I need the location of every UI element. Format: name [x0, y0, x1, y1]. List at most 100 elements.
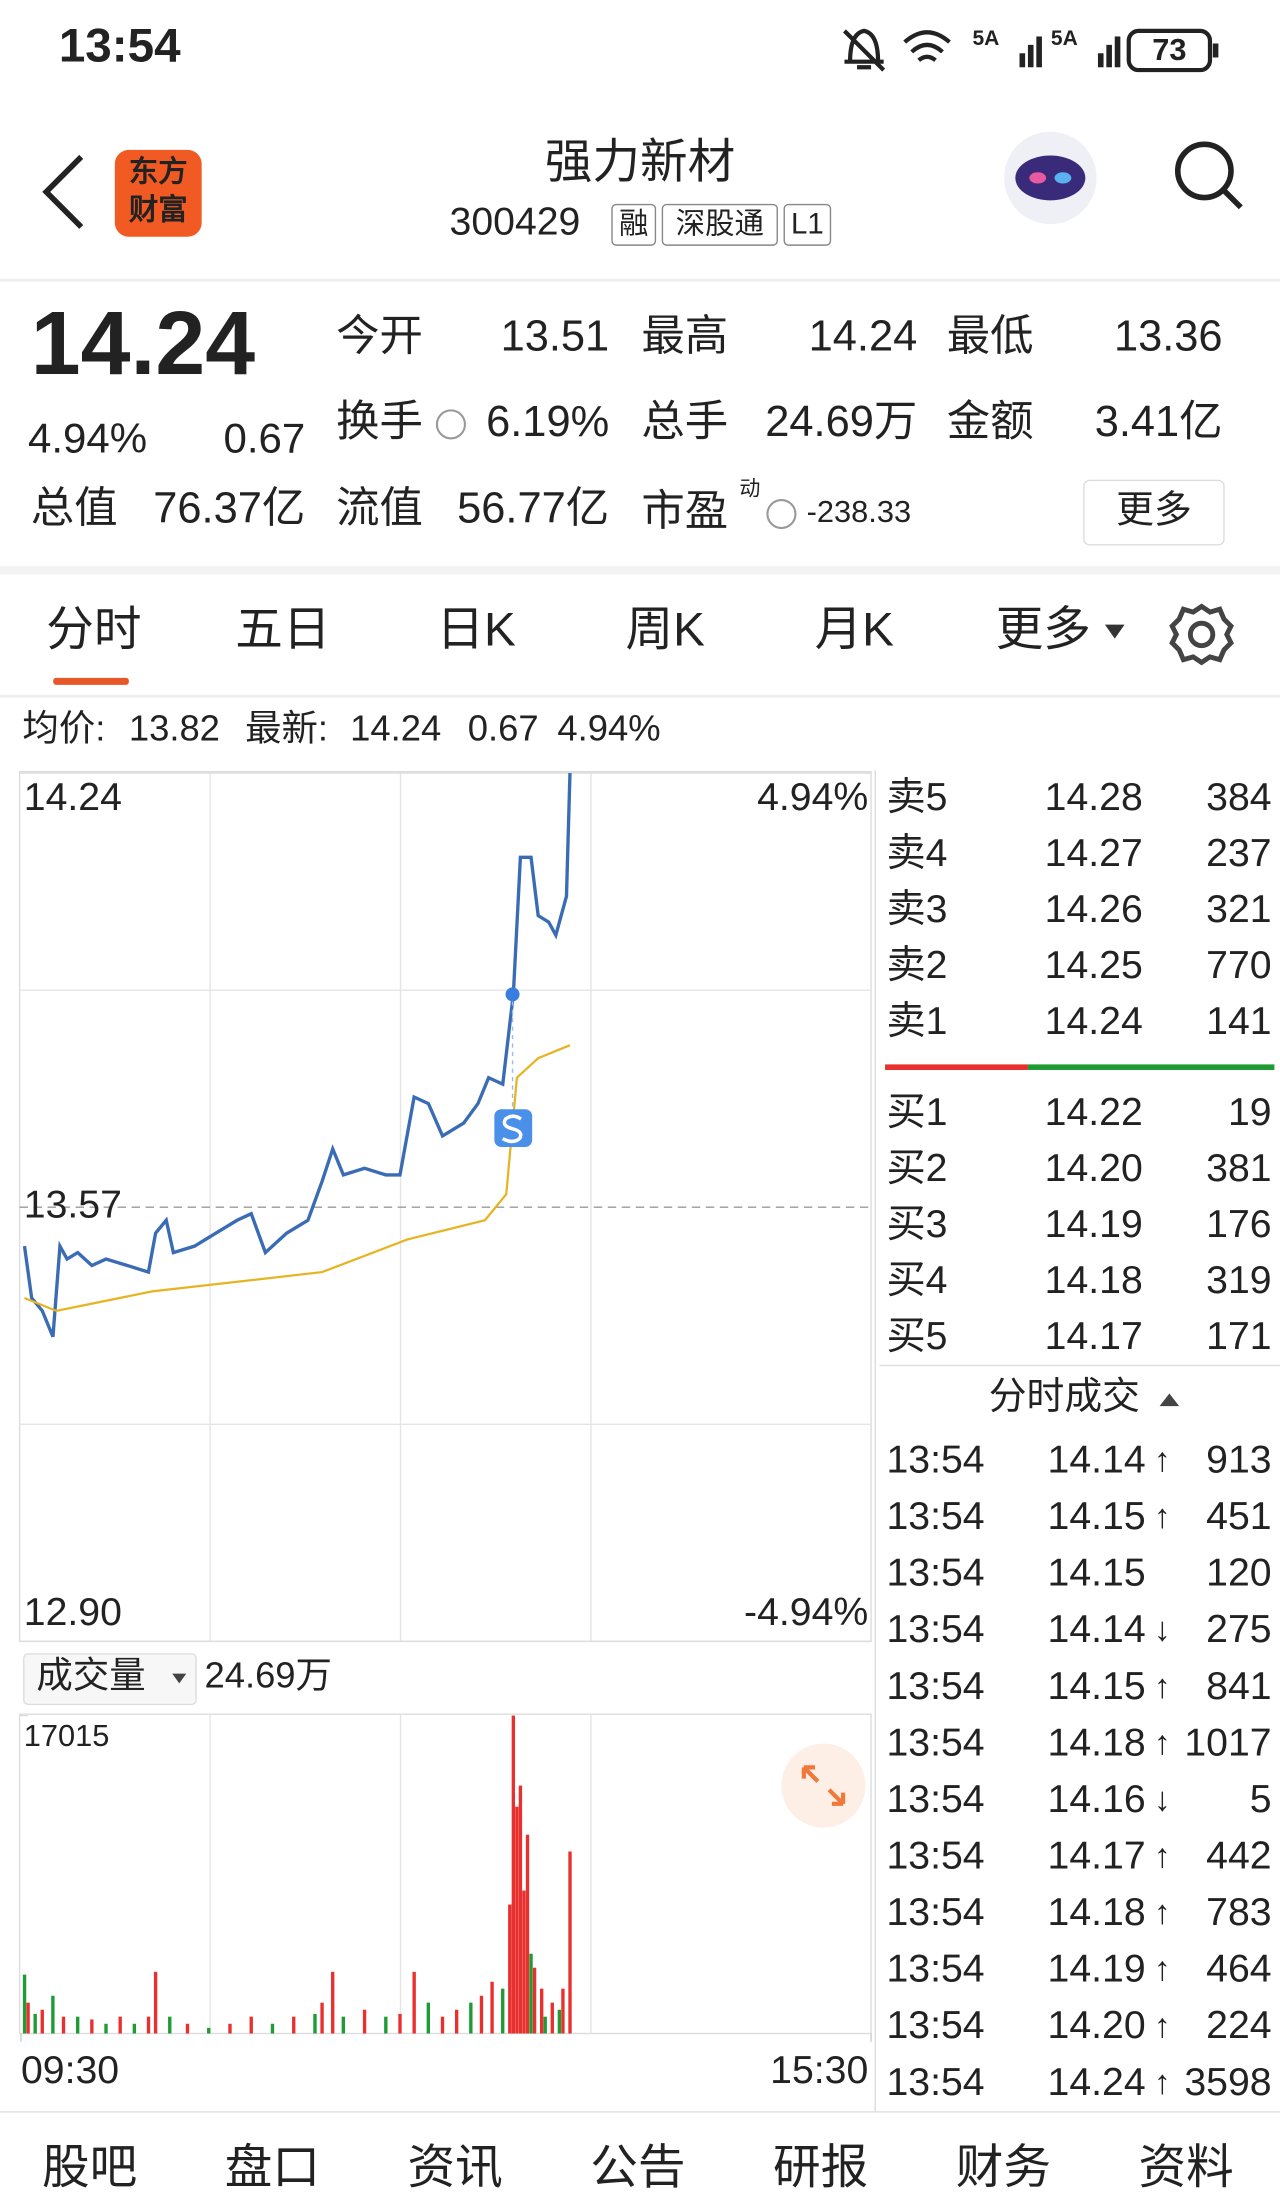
divider	[0, 694, 1280, 698]
bid-bar	[1027, 1064, 1275, 1070]
tab[interactable]: 分时	[46, 604, 141, 657]
volume-bar	[532, 1967, 537, 2034]
volume-bar	[185, 2023, 190, 2034]
bar	[1106, 44, 1112, 68]
tab[interactable]: 周K	[626, 604, 706, 657]
nav-item[interactable]: 财务	[956, 2141, 1051, 2194]
field-value: 3.41亿	[1095, 398, 1223, 446]
volume-bar	[270, 2023, 275, 2034]
field-value: 24.69万	[765, 398, 917, 446]
dropdown-arrow	[1104, 624, 1125, 639]
trade-arrow: ↑	[1154, 1838, 1171, 1875]
expand-button[interactable]	[781, 1743, 866, 1828]
bar	[1027, 44, 1034, 68]
app-logo[interactable]	[114, 149, 202, 237]
volume-title[interactable]: 成交量	[36, 1654, 145, 1695]
volume-bar	[543, 2016, 547, 2034]
dropdown-arrow	[172, 1673, 187, 1684]
trade-time: 13:54	[886, 1438, 984, 1481]
latest-value: 14.24	[350, 708, 441, 749]
trade-price: 14.15	[1048, 1665, 1146, 1708]
book-volume: 176	[1206, 1203, 1271, 1246]
tag-box	[661, 203, 778, 246]
latest-label: 最新:	[245, 708, 328, 749]
volume-bar	[118, 2016, 122, 2034]
avg-label: 均价:	[22, 708, 105, 749]
field-value: -238.33	[807, 494, 911, 529]
trade-price: 14.17	[1048, 1835, 1146, 1878]
battery-level: 73	[1152, 32, 1186, 67]
y-tick-label: 17015	[24, 1718, 110, 1753]
book-volume: 141	[1206, 1000, 1271, 1043]
volume-selector[interactable]	[23, 1653, 197, 1706]
book-label: 卖4	[886, 832, 947, 875]
search-handle	[1222, 188, 1243, 210]
trade-time: 13:54	[886, 1495, 984, 1538]
search-button[interactable]	[1174, 141, 1243, 210]
trades-title[interactable]: 分时成交	[989, 1376, 1140, 1418]
trade-arrow: ↑	[1154, 1668, 1171, 1705]
book-price: 14.28	[1045, 776, 1143, 819]
volume-bar	[490, 1981, 494, 2034]
x-tick-label: 09:30	[21, 2049, 119, 2092]
trade-arrow: ↓	[1154, 1781, 1171, 1818]
trade-price: 14.15	[1048, 1552, 1146, 1595]
book-label: 卖5	[886, 776, 947, 819]
tab[interactable]: 月K	[815, 604, 895, 657]
tab[interactable]: 五日	[235, 604, 330, 657]
tag: 融	[619, 207, 648, 240]
info-icon[interactable]	[435, 409, 466, 440]
book-volume: 321	[1206, 888, 1271, 931]
book-price: 14.25	[1045, 944, 1143, 987]
back-button[interactable]	[42, 154, 84, 229]
y2-tick-label: -4.94%	[744, 1591, 868, 1634]
settings-button[interactable]	[1169, 603, 1234, 666]
tab[interactable]: 日K	[436, 604, 516, 657]
volume-bar	[168, 2016, 172, 2034]
trade-volume: 120	[1206, 1552, 1271, 1595]
volume-bar	[341, 2016, 346, 2034]
volume-panel	[18, 1713, 872, 2035]
book-label: 买4	[886, 1259, 947, 1302]
nav-item[interactable]: 资料	[1139, 2141, 1234, 2194]
more-label[interactable]: 更多	[1116, 490, 1192, 532]
book-price: 14.17	[1045, 1315, 1143, 1358]
nav-item[interactable]: 盘口	[225, 2141, 320, 2194]
trade-price: 14.16	[1048, 1778, 1146, 1821]
y-tick-label: 14.24	[24, 776, 122, 819]
y-tick-label: 13.57	[24, 1184, 122, 1227]
gear-center	[1187, 620, 1216, 649]
tab[interactable]: 更多	[996, 604, 1091, 657]
avatar-face	[1015, 155, 1086, 201]
volume-bar	[525, 1834, 530, 2034]
wifi-icon	[903, 30, 951, 62]
change-amount: 0.67	[224, 414, 306, 461]
book-price: 14.19	[1045, 1203, 1143, 1246]
field-label: 换手	[336, 398, 423, 446]
trade-price: 14.20	[1048, 2004, 1146, 2047]
nav-item[interactable]: 股吧	[42, 2141, 137, 2194]
volume-bar	[508, 1904, 512, 2034]
assistant-avatar[interactable]	[1004, 131, 1097, 225]
volume-bar	[153, 1971, 158, 2034]
more-button[interactable]	[1083, 479, 1225, 546]
trade-price: 14.24	[1048, 2061, 1146, 2104]
trade-arrow: ↑	[1154, 1951, 1171, 1988]
info-icon[interactable]	[766, 498, 797, 530]
nav-item[interactable]: 研报	[773, 2141, 868, 2194]
volume-bar	[561, 1988, 565, 2034]
last-price: 14.24	[31, 293, 255, 393]
field-label: 流值	[336, 485, 423, 533]
book-volume: 319	[1206, 1259, 1271, 1302]
trade-price: 14.14	[1048, 1608, 1146, 1651]
nav-item[interactable]: 公告	[590, 2141, 685, 2194]
field-label: 总值	[31, 485, 118, 533]
volume-bar	[61, 2016, 66, 2034]
signal-label: 5A	[972, 27, 999, 50]
volume-bar	[104, 2023, 108, 2034]
volume-bar	[22, 1974, 27, 2034]
nav-item[interactable]: 资讯	[408, 2141, 503, 2194]
stock-name[interactable]: 强力新材	[545, 136, 735, 189]
battery-outline	[1126, 28, 1213, 73]
